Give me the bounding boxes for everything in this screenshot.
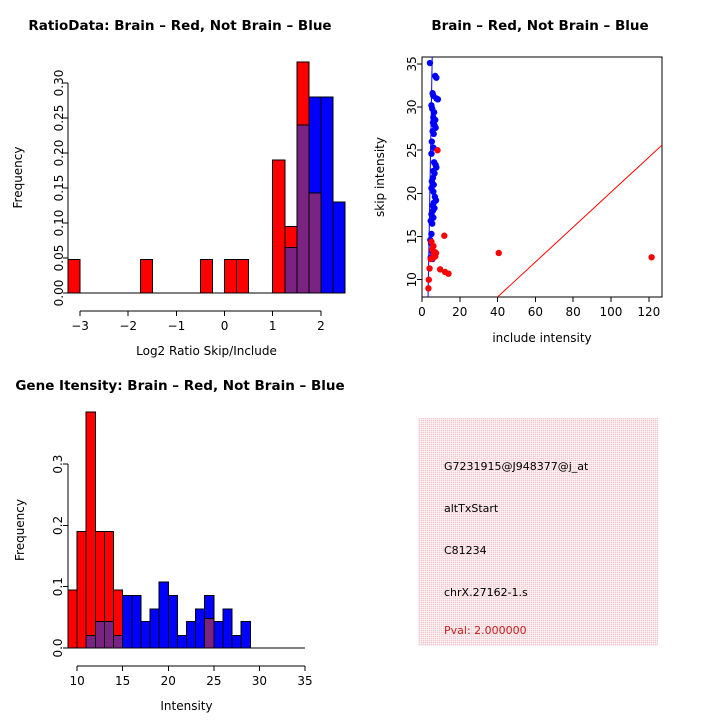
svg-text:40: 40	[490, 305, 505, 319]
panel-intensity-scatter: Brain – Red, Not Brain – Blue 10 15 20 25 30…	[360, 0, 720, 360]
event-type-text: altTxStart	[444, 502, 499, 515]
svg-text:60: 60	[528, 305, 543, 319]
svg-text:0.1: 0.1	[51, 577, 65, 596]
svg-text:0.15: 0.15	[52, 175, 66, 202]
svg-text:include intensity: include intensity	[492, 331, 591, 345]
pval-text: Pval: 2.000000	[444, 624, 527, 637]
probe-id-text: G7231915@J948377@j_at	[444, 460, 589, 473]
svg-text:0.00: 0.00	[52, 280, 66, 307]
panel-gene-histogram: Gene Itensity: Brain – Red, Not Brain – …	[0, 360, 360, 720]
svg-text:0: 0	[418, 305, 426, 319]
svg-text:10: 10	[69, 674, 84, 688]
svg-text:25: 25	[206, 674, 221, 688]
panel-annotation-info: G7231915@J948377@j_at altTxStart C81234 …	[360, 360, 720, 720]
svg-text:10: 10	[405, 272, 419, 287]
svg-text:35: 35	[297, 674, 312, 688]
svg-text:15: 15	[115, 674, 130, 688]
svg-text:Log2 Ratio Skip/Include: Log2 Ratio Skip/Include	[136, 344, 277, 358]
svg-text:80: 80	[566, 305, 581, 319]
svg-text:30: 30	[252, 674, 267, 688]
svg-text:−2: −2	[119, 319, 137, 333]
svg-text:0.10: 0.10	[52, 210, 66, 237]
ratio-histogram-canvas: 0.00 0.05 0.10 0.15 0.20 0.25 0.30 Frequency −3 −…	[11, 61, 346, 358]
gene-histogram-canvas: 0.0 0.1 0.2 0.3 Frequency 10 15 20 25 30 35 Intensi…	[13, 411, 313, 713]
svg-text:skip intensity: skip intensity	[373, 137, 387, 217]
svg-text:0.25: 0.25	[52, 105, 66, 132]
svg-text:0: 0	[221, 319, 229, 333]
gene-histogram-title: Gene Itensity: Brain – Red, Not Brain – …	[15, 378, 345, 394]
svg-text:0.05: 0.05	[52, 245, 66, 272]
svg-text:15: 15	[405, 229, 419, 244]
svg-text:0.3: 0.3	[51, 455, 65, 474]
ratio-histogram-title: RatioData: Brain – Red, Not Brain – Blue	[28, 18, 332, 34]
svg-text:100: 100	[600, 305, 623, 319]
scatter-canvas: 10 15 20 25 30 35 skip intensity 0 20 40 60 80 100 12…	[373, 56, 663, 345]
svg-text:0.20: 0.20	[52, 140, 66, 167]
svg-text:Frequency: Frequency	[11, 147, 25, 209]
cluster-id-text: C81234	[444, 544, 487, 557]
svg-text:20: 20	[452, 305, 467, 319]
annotation-info-box: G7231915@J948377@j_at altTxStart C81234 …	[418, 418, 658, 646]
panel-ratio-histogram: RatioData: Brain – Red, Not Brain – Blue…	[0, 0, 360, 360]
coordinate-text: chrX.27162-1.s	[444, 586, 528, 599]
svg-text:20: 20	[161, 674, 176, 688]
svg-text:0.2: 0.2	[51, 516, 65, 535]
svg-text:120: 120	[637, 305, 660, 319]
scatter-title: Brain – Red, Not Brain – Blue	[431, 18, 649, 34]
svg-text:30: 30	[405, 99, 419, 114]
svg-text:−1: −1	[168, 319, 186, 333]
svg-text:2: 2	[317, 319, 325, 333]
svg-text:Frequency: Frequency	[13, 499, 27, 561]
svg-text:1: 1	[269, 319, 277, 333]
svg-text:0.0: 0.0	[51, 638, 65, 657]
svg-text:25: 25	[405, 143, 419, 158]
svg-text:Intensity: Intensity	[160, 699, 212, 713]
svg-text:20: 20	[405, 186, 419, 201]
svg-text:−3: −3	[71, 319, 89, 333]
svg-text:0.30: 0.30	[52, 70, 66, 97]
svg-text:35: 35	[405, 56, 419, 71]
